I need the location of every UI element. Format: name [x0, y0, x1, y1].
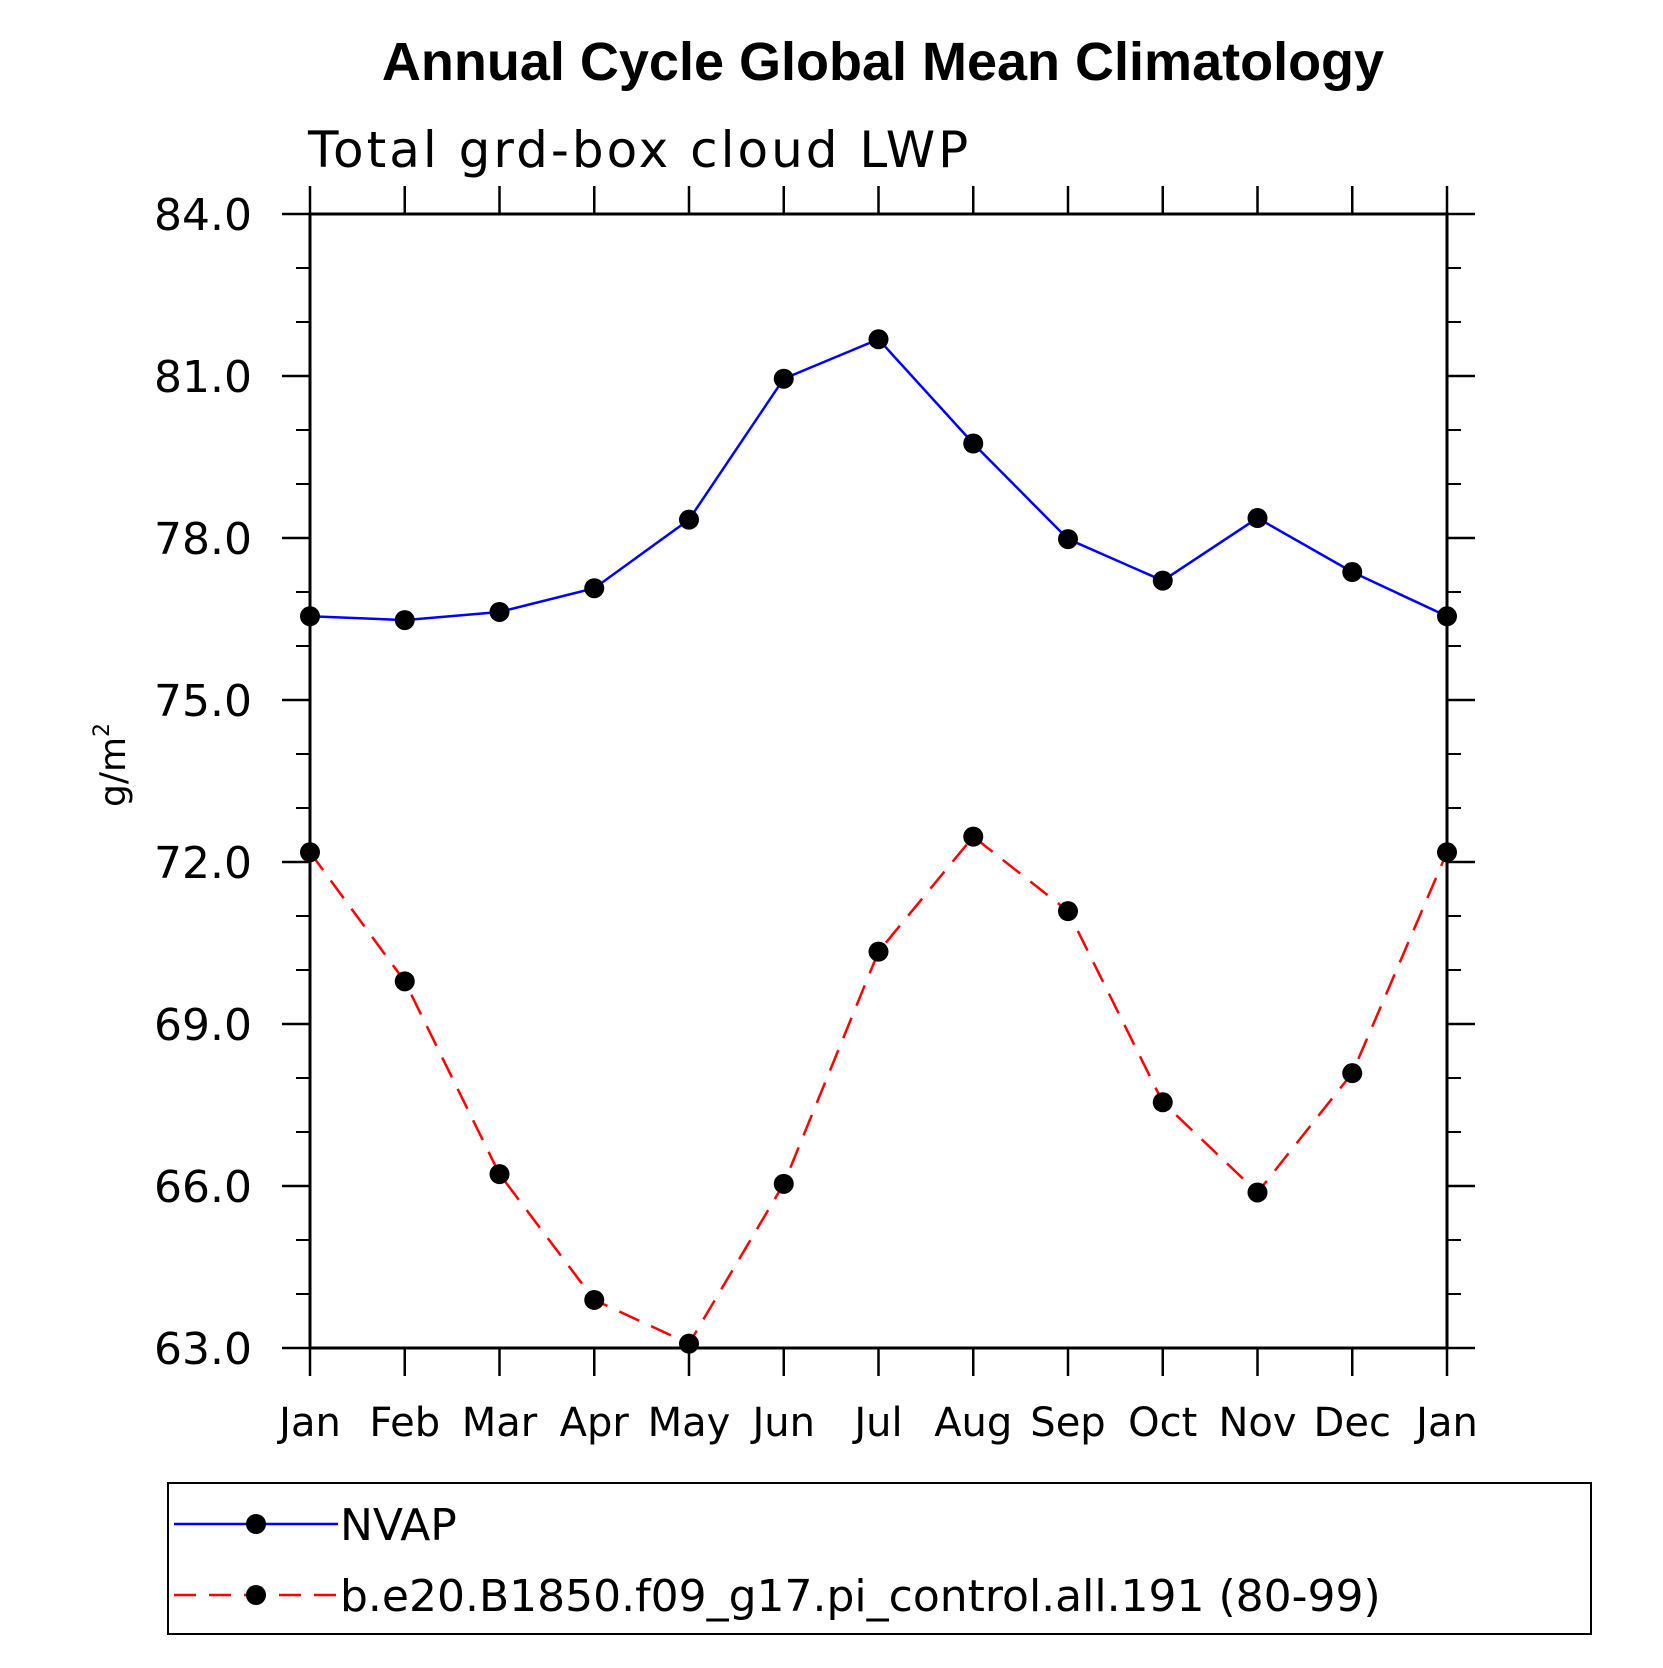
axis-ticks	[282, 186, 1475, 1376]
y-tick-label: 72.0	[154, 838, 252, 889]
chart-title: Annual Cycle Global Mean Climatology	[382, 32, 1384, 92]
x-tick-label: Jan	[1413, 1400, 1478, 1446]
legend-label-model: b.e20.B1850.f09_g17.pi_control.all.191 (…	[340, 1571, 1381, 1622]
series-1-point	[963, 826, 984, 847]
series-markers	[300, 329, 1457, 1354]
series-0-point	[1152, 570, 1173, 591]
series-0-point	[963, 433, 984, 454]
series-1-point	[489, 1164, 510, 1185]
x-tick-label: Dec	[1314, 1400, 1391, 1446]
legend-label-nvap: NVAP	[340, 1500, 457, 1551]
y-axis-label: g/m2	[90, 723, 134, 807]
chart-subtitle: Total grd-box cloud LWP	[307, 121, 971, 179]
series-0-point	[679, 509, 699, 530]
y-tick-label: 63.0	[154, 1324, 252, 1375]
y-tick-label: 78.0	[154, 514, 252, 565]
series-0-point	[394, 610, 415, 631]
x-tick-label: Sep	[1030, 1400, 1105, 1446]
series-1-point	[679, 1333, 699, 1354]
series-0-point	[1437, 606, 1457, 627]
x-tick-label: Nov	[1218, 1400, 1296, 1446]
y-axis-label-text: g/m	[93, 737, 134, 807]
series-lines	[308, 337, 1449, 1346]
series-0-point	[1247, 508, 1268, 529]
y-tick-label: 75.0	[154, 676, 252, 727]
series-1-point	[584, 1289, 605, 1310]
x-tick-label: Aug	[934, 1400, 1012, 1446]
y-tick-labels: 63.0 66.0 69.0 72.0 75.0 78.0 81.0 84.0	[154, 190, 252, 1375]
series-1-point	[868, 941, 889, 962]
x-tick-label: Jun	[750, 1400, 816, 1446]
legend-box	[167, 1482, 1592, 1635]
series-0-point	[584, 578, 605, 599]
svg-text:g/m2: g/m2	[90, 723, 134, 807]
x-tick-label: May	[648, 1400, 731, 1446]
series-1-point	[300, 842, 320, 863]
series-1-point	[1437, 842, 1457, 863]
y-tick-label: 69.0	[154, 1000, 252, 1051]
x-tick-labels: Jan Feb Mar Apr May Jun Jul Aug Sep Oct Nov Dec Jan	[276, 1400, 1478, 1446]
series-line-1	[308, 834, 1449, 1346]
series-1-point	[1247, 1182, 1268, 1203]
series-0-point	[773, 368, 794, 389]
series-1-point	[773, 1173, 794, 1194]
y-axis-label-superscript: 2	[90, 723, 115, 737]
series-0-point	[1058, 529, 1078, 550]
series-0-point	[868, 329, 889, 350]
x-tick-label: Jul	[851, 1400, 902, 1446]
series-1-point	[1152, 1092, 1173, 1113]
x-tick-label: Apr	[560, 1400, 630, 1446]
series-line-0	[309, 337, 1448, 622]
legend-marker-nvap	[246, 1514, 266, 1534]
x-tick-label: Jan	[276, 1400, 341, 1446]
series-1-point	[1058, 901, 1078, 922]
series-1-point	[1342, 1063, 1363, 1084]
y-tick-label: 84.0	[154, 190, 252, 241]
legend-marker-model	[246, 1585, 266, 1605]
series-1-point	[394, 971, 415, 992]
x-tick-label: Mar	[462, 1400, 538, 1446]
series-0-point	[300, 606, 320, 627]
plot-frame	[308, 212, 1449, 1350]
x-tick-label: Feb	[369, 1400, 440, 1446]
y-tick-label: 81.0	[154, 352, 252, 403]
series-0-point	[489, 601, 510, 622]
y-tick-label: 66.0	[154, 1162, 252, 1213]
series-0-point	[1342, 562, 1363, 583]
x-tick-label: Oct	[1128, 1400, 1197, 1446]
legend: NVAP b.e20.B1850.f09_g17.pi_control.all.…	[167, 1482, 1592, 1635]
